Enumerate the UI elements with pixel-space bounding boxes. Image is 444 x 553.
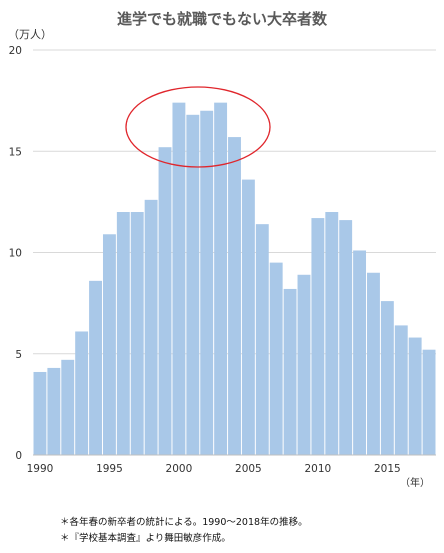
bar-1992 [61,359,75,455]
y-tick-label: 20 [9,45,22,57]
bar-2002 [200,110,214,455]
bar-2000 [172,102,186,456]
bar-1996 [116,212,130,455]
x-tick-label: 1995 [96,463,123,475]
bar-2006 [255,224,269,455]
bar-1991 [47,367,61,455]
bar-2017 [408,337,422,455]
x-tick-labels: 1990 1995 2000 2005 2010 2015 [27,463,401,475]
x-tick-label: 2000 [166,463,193,475]
bar-2004 [228,137,241,455]
y-tick-label: 15 [9,146,22,158]
note-line-1: ＊各年春の新卒者の統計による。1990〜2018年の推移。 [60,517,308,528]
bar-2015 [380,301,394,455]
x-tick-label: 2015 [374,463,401,475]
chart-title: 進学でも就職でもない大卒者数 [117,10,328,28]
bar-2010 [311,218,325,455]
note-line-2: ＊『学校基本調査』より舞田敏彦作成。 [60,533,231,544]
bar-2007 [269,262,283,455]
bar-2012 [339,220,353,455]
bar-1993 [75,331,89,455]
x-tick-label: 2005 [235,463,262,475]
bar-1990 [33,371,47,455]
bar-2014 [367,272,380,455]
bar-2008 [283,288,297,455]
bar-2009 [297,274,311,455]
x-tick-label: 2010 [305,463,332,475]
bar-2013 [353,250,367,455]
bar-2018 [422,349,436,455]
bar-1995 [102,234,116,455]
x-tick-label: 1990 [27,463,54,475]
bars-group [33,102,436,456]
bar-2005 [241,179,255,455]
y-tick-label: 5 [15,349,22,361]
bar-1997 [130,212,144,455]
bar-2003 [214,102,228,456]
y-tick-labels: 0 5 10 15 20 [9,45,22,462]
y-tick-label: 0 [15,450,22,462]
bar-2016 [394,325,408,455]
bar-1994 [89,280,102,455]
highlight-ellipse [125,86,271,168]
bar-1999 [158,147,172,455]
x-axis-unit-label: （年） [400,476,430,489]
bar-2001 [186,114,200,456]
bar-1998 [144,199,158,455]
y-axis-unit-label: （万人） [8,28,52,41]
bar-2011 [325,212,339,455]
y-tick-label: 10 [9,248,22,260]
